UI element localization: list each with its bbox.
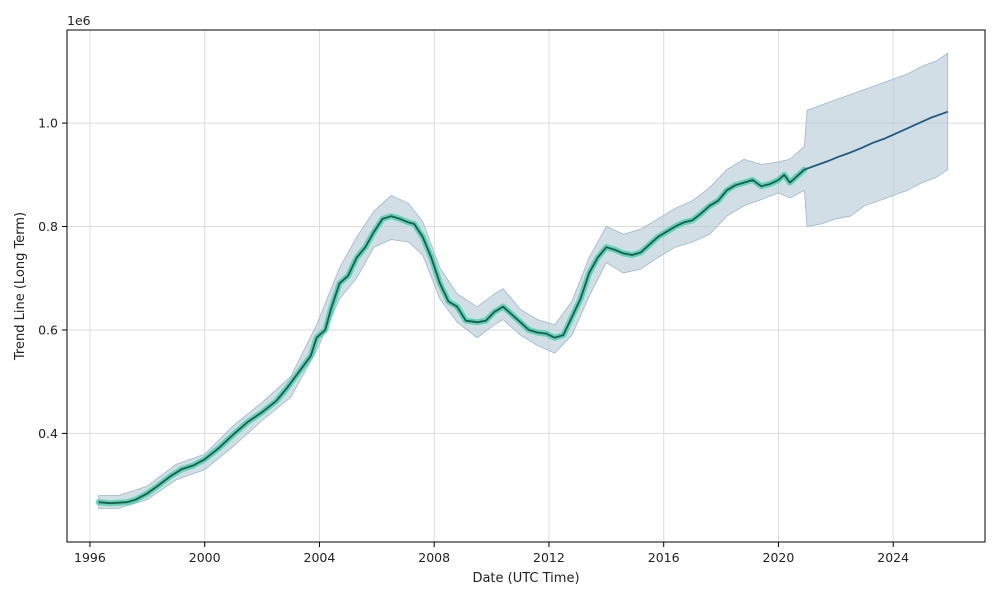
trend-line-layer	[95, 110, 949, 507]
x-tick-label: 1996	[74, 550, 106, 565]
uncertainty-band-layer	[98, 52, 949, 509]
history-line	[98, 168, 805, 505]
y-offset-label: 1e6	[67, 13, 91, 28]
x-tick-label: 2024	[877, 550, 909, 565]
forecast-line	[803, 110, 949, 171]
y-axis-ticks: 0.4 0.6 0.8 1.0	[38, 116, 67, 441]
x-tick-label: 2000	[189, 550, 221, 565]
x-tick-label: 2012	[533, 550, 565, 565]
x-tick-label: 2008	[418, 550, 450, 565]
plot-frame	[66, 29, 986, 543]
x-tick-label: 2020	[763, 550, 795, 565]
x-tick-label: 2004	[304, 550, 336, 565]
y-tick-label: 0.4	[38, 426, 58, 441]
y-axis-label: Trend Line (Long Term)	[13, 212, 28, 361]
x-axis-ticks: 1996 2000 2004 2008 2012 2016 2020 2024	[74, 542, 909, 565]
y-tick-label: 1.0	[38, 116, 58, 131]
y-tick-label: 0.8	[38, 219, 58, 234]
uncertainty-band	[98, 52, 949, 509]
x-axis-label: Date (UTC Time)	[472, 571, 579, 586]
y-tick-label: 0.6	[38, 322, 58, 337]
x-tick-label: 2016	[648, 550, 680, 565]
